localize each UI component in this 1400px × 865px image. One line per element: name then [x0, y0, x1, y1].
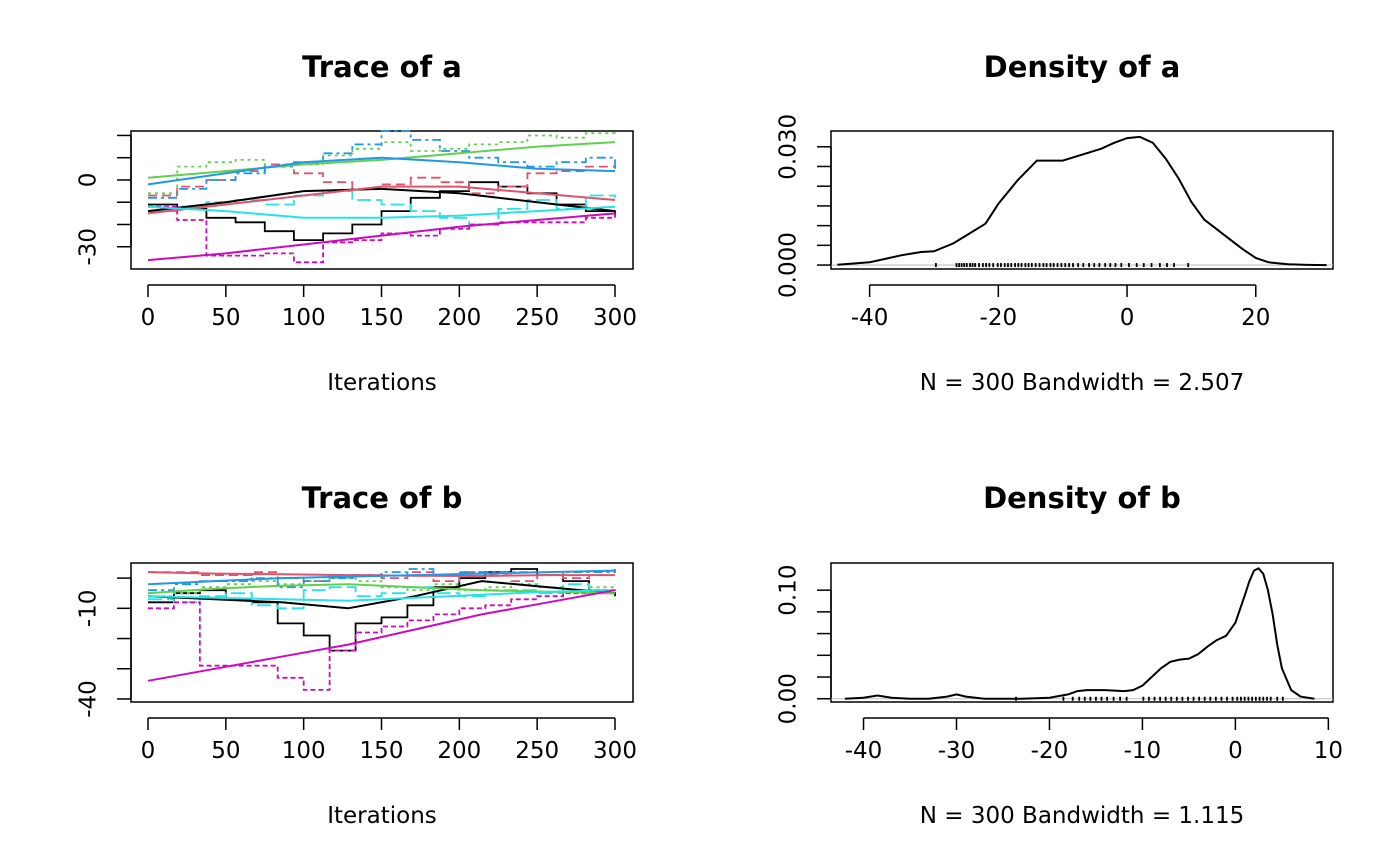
x-tick-label: 0 [1120, 305, 1135, 331]
chart-title: Density of a [984, 50, 1181, 84]
x-tick-label: -20 [980, 305, 1018, 331]
x-axis-label: N = 300 Bandwidth = 2.507 [920, 370, 1245, 396]
y-tick-label: 0.10 [776, 565, 802, 616]
axes-group: -40 -20 0 20 0.000 0.030 [776, 114, 1271, 331]
smoothed-trend-line [147, 141, 616, 179]
smoothed-trend-line [147, 589, 616, 682]
trace-line [148, 205, 616, 264]
y-tick-label: -30 [76, 228, 102, 266]
smoothed-trend-line [147, 185, 616, 215]
x-tick-label: -30 [938, 738, 976, 764]
y-tick-label: -10 [76, 590, 102, 628]
smoothed-trend-line [147, 589, 616, 602]
trace-line [148, 587, 616, 691]
smoothed-trend-line [147, 580, 616, 610]
panel-trace-a: Trace of a 0 50 100 150 200 250 300 -30 0 Iterat… [76, 50, 637, 396]
x-tick-label: -40 [845, 738, 883, 764]
axes-group: 0 50 100 150 200 250 300 -40 -10 [76, 577, 637, 764]
x-tick-label: -40 [851, 305, 889, 331]
x-axis-label: Iterations [327, 803, 437, 829]
plot-frame [830, 130, 1334, 270]
panel-trace-b: Trace of b 0 50 100 150 200 250 300 -40 -10 Iter… [76, 481, 637, 829]
x-tick-label: 100 [282, 305, 326, 331]
y-tick-label: 0.000 [776, 232, 802, 298]
x-tick-label: 200 [437, 305, 481, 331]
y-tick-label: 0.00 [776, 673, 802, 724]
smoothed-trend-line [147, 156, 616, 186]
axes-group: -40 -30 -20 -10 0 10 0.00 0.10 [776, 565, 1343, 764]
y-tick-label: 0 [76, 173, 102, 188]
x-tick-label: 10 [1314, 738, 1343, 764]
x-tick-label: 20 [1241, 305, 1270, 331]
smoothed-trend-line [147, 187, 616, 213]
density-curve-group [831, 567, 1333, 701]
plot-frame [830, 562, 1334, 703]
x-tick-label: 150 [360, 305, 404, 331]
axes-group: 0 50 100 150 200 250 300 -30 0 [76, 134, 637, 331]
y-tick-label: 0.030 [776, 114, 802, 180]
panel-density-a: Density of a -40 -20 0 20 0.000 0.030 N = 300… [776, 50, 1334, 396]
x-axis-label: N = 300 Bandwidth = 1.115 [920, 803, 1245, 829]
x-tick-label: 100 [282, 738, 326, 764]
x-tick-label: 300 [593, 305, 637, 331]
trace-line [148, 583, 616, 610]
chart-title: Trace of b [302, 481, 463, 515]
x-tick-label: 50 [211, 305, 240, 331]
smoothed-trend-line [147, 569, 616, 586]
y-tick-label: -40 [76, 680, 102, 718]
trace-line [148, 571, 615, 582]
x-tick-label: 0 [141, 738, 156, 764]
x-tick-label: 50 [211, 738, 240, 764]
x-tick-label: 250 [515, 738, 559, 764]
x-tick-label: 250 [515, 305, 559, 331]
x-axis-label: Iterations [327, 370, 437, 396]
x-tick-label: 300 [593, 738, 637, 764]
smoothed-trend-line [147, 205, 616, 219]
x-tick-label: 0 [141, 305, 156, 331]
x-tick-label: -10 [1124, 738, 1162, 764]
trace-line [148, 132, 616, 195]
smoothed-trend-line [147, 212, 616, 262]
x-tick-label: 0 [1228, 738, 1243, 764]
panel-density-b: Density of b -40 -30 -20 -10 0 10 0.00 0.10 N =… [776, 481, 1343, 829]
x-tick-label: -20 [1031, 738, 1069, 764]
chart-title: Trace of a [302, 50, 462, 84]
density-curve [837, 135, 1327, 267]
density-curve [844, 567, 1315, 700]
x-tick-label: 150 [360, 738, 404, 764]
trace-series-group [147, 130, 616, 264]
trace-series-group [147, 568, 616, 691]
chart-title: Density of b [983, 481, 1181, 515]
trace-line [148, 130, 616, 199]
density-curve-group [831, 135, 1333, 268]
x-tick-label: 200 [437, 738, 481, 764]
trace-line [148, 577, 616, 598]
